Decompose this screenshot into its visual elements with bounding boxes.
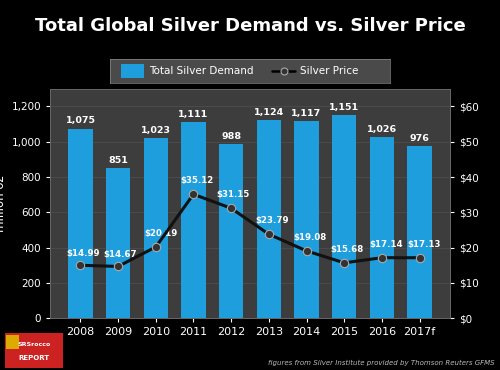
Text: $20.19: $20.19: [144, 229, 178, 238]
Text: figures from Silver Institute provided by Thomson Reuters GFMS: figures from Silver Institute provided b…: [268, 360, 495, 366]
Text: $14.99: $14.99: [66, 249, 100, 258]
Text: $23.79: $23.79: [256, 216, 289, 225]
Text: 1,023: 1,023: [141, 125, 171, 135]
Bar: [256, 120, 281, 318]
Bar: [370, 137, 394, 318]
Text: REPORT: REPORT: [18, 354, 50, 361]
Text: 1,124: 1,124: [254, 108, 284, 117]
Text: SRSrocco: SRSrocco: [17, 342, 50, 347]
Text: Silver Price: Silver Price: [300, 66, 359, 76]
Text: 1,117: 1,117: [292, 109, 322, 118]
Text: 1,075: 1,075: [66, 116, 96, 125]
Text: $31.15: $31.15: [217, 191, 250, 199]
Text: 851: 851: [108, 156, 128, 165]
Text: 1,111: 1,111: [178, 110, 208, 119]
Text: $19.08: $19.08: [294, 233, 326, 242]
Bar: [6, 336, 19, 349]
Y-axis label: million oz: million oz: [0, 175, 7, 232]
Text: $35.12: $35.12: [180, 176, 214, 185]
Bar: [144, 138, 168, 318]
Bar: [408, 146, 432, 318]
Text: 1,026: 1,026: [367, 125, 397, 134]
Text: $14.67: $14.67: [104, 250, 138, 259]
Text: $17.14: $17.14: [370, 240, 404, 249]
Bar: [219, 144, 244, 318]
Bar: [294, 121, 319, 318]
Text: 976: 976: [410, 134, 430, 143]
Text: Total Global Silver Demand vs. Silver Price: Total Global Silver Demand vs. Silver Pr…: [34, 17, 466, 35]
Text: Total Silver Demand: Total Silver Demand: [149, 66, 254, 76]
Bar: [121, 64, 144, 78]
Text: $15.68: $15.68: [330, 245, 363, 254]
Bar: [106, 168, 130, 318]
Text: 1,151: 1,151: [329, 103, 360, 112]
Text: $17.13: $17.13: [408, 240, 441, 249]
Text: 988: 988: [221, 132, 241, 141]
Bar: [68, 128, 92, 318]
Bar: [332, 115, 356, 318]
Bar: [181, 122, 206, 318]
